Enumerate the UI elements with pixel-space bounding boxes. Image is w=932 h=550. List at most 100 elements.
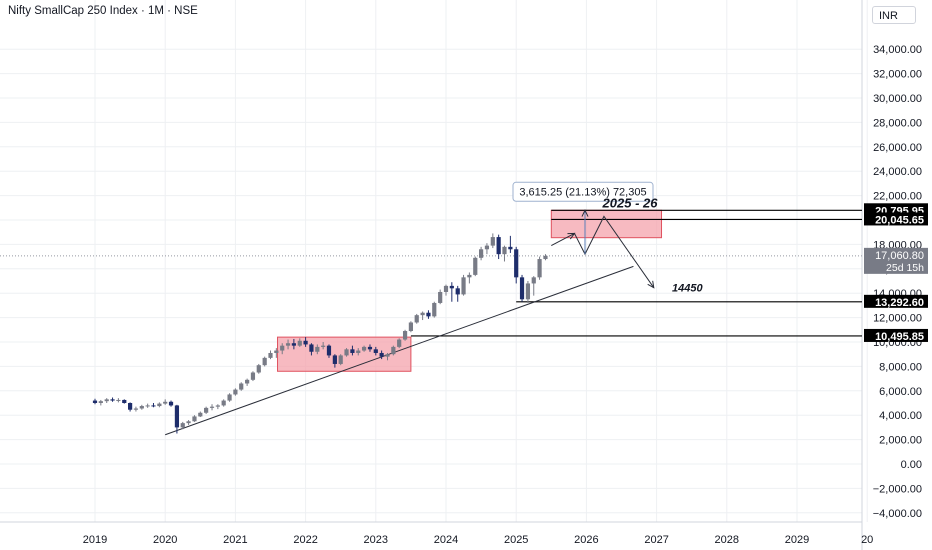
candle-body <box>525 283 531 300</box>
trendline[interactable] <box>165 265 634 436</box>
price-tick-label: 2,000.00 <box>879 435 922 447</box>
time-tick-label: 2025 <box>504 534 528 546</box>
price-tick-label: 8,000.00 <box>879 361 922 373</box>
candle-body <box>250 372 256 380</box>
candle-body <box>139 406 144 409</box>
candle-body <box>303 340 308 345</box>
candle-countdown-label: 25d 15h <box>886 262 924 274</box>
candle-body <box>467 274 472 278</box>
candle-body <box>116 399 121 401</box>
candle-body <box>274 350 279 353</box>
chart-title: Nifty SmallCap 250 Index · 1M · NSE <box>8 5 198 17</box>
time-tick-label: 2027 <box>644 534 668 546</box>
level-price-tag <box>864 328 928 342</box>
candle-body <box>397 339 402 347</box>
candle-body <box>479 249 484 258</box>
candle-body <box>157 403 162 407</box>
candle-body <box>186 421 191 424</box>
candle-body <box>432 302 437 317</box>
candle-body <box>245 379 250 384</box>
candle-body <box>449 285 454 289</box>
time-tick-label: 2022 <box>293 534 317 546</box>
price-tick-label: 22,000.00 <box>873 191 922 203</box>
candle-body <box>367 346 373 350</box>
candle-body <box>402 331 408 340</box>
candle-body <box>496 237 501 255</box>
level-price-tag-label: 10,495.85 <box>875 331 924 343</box>
candle-body <box>122 399 127 403</box>
candle-body <box>133 408 139 410</box>
candle-body <box>490 237 495 246</box>
candle-body <box>502 246 507 255</box>
candle-body <box>391 346 396 355</box>
candle-body <box>98 401 103 403</box>
time-tick-label: 20 <box>861 534 873 546</box>
candle-body <box>227 394 232 401</box>
time-tick-label: 2019 <box>83 534 107 546</box>
price-tick-label: 24,000.00 <box>873 166 922 178</box>
candle-body <box>280 345 285 351</box>
candle-body <box>128 403 133 410</box>
candle-body <box>326 345 332 356</box>
candle-body <box>361 346 367 351</box>
candle-body <box>239 383 244 390</box>
time-tick-label: 2026 <box>574 534 598 546</box>
current-price-tag <box>864 247 928 274</box>
candle-body <box>291 343 296 346</box>
price-tick-label: 34,000.00 <box>873 44 922 56</box>
time-tick-label: 2028 <box>715 534 739 546</box>
candle-body <box>373 349 378 353</box>
candle-body <box>104 399 109 402</box>
candle-body <box>531 277 536 284</box>
candle-body <box>145 405 150 407</box>
candle-body <box>174 405 180 428</box>
candle-body <box>537 259 542 278</box>
candle-body <box>385 354 390 357</box>
candle-body <box>209 406 215 408</box>
candle-body <box>192 416 197 422</box>
price-tick-label: 26,000.00 <box>873 142 922 154</box>
candle-body <box>309 344 314 352</box>
time-tick-label: 2020 <box>153 534 177 546</box>
candle-body <box>426 312 431 317</box>
price-tick-label: −2,000.00 <box>873 483 922 495</box>
candle-body <box>543 255 548 260</box>
zone-rectangle[interactable] <box>277 336 412 372</box>
measure-label: 3,615.25 (21.13%) 72,305 <box>519 186 646 198</box>
candle-body <box>297 340 302 346</box>
candle-body <box>285 343 291 346</box>
candle-body <box>221 400 226 406</box>
candle-body <box>204 407 209 413</box>
time-tick-label: 2023 <box>364 534 388 546</box>
candle-body <box>268 352 273 358</box>
time-tick-label: 2024 <box>434 534 458 546</box>
candle-body <box>163 401 168 404</box>
candle-body <box>215 405 220 407</box>
candle-body <box>262 357 267 366</box>
projection-arrow-head <box>647 280 655 289</box>
candle-body <box>338 355 343 364</box>
price-tick-label: −4,000.00 <box>873 508 922 520</box>
time-tick-label: 2029 <box>785 534 809 546</box>
candle-body <box>350 349 355 353</box>
candle-body <box>461 277 466 295</box>
candle-body <box>508 246 513 250</box>
measure-arrow-head <box>581 209 589 217</box>
projection-arrow-head <box>567 232 576 240</box>
time-tick-label: 2021 <box>223 534 247 546</box>
currency-button[interactable]: INR <box>872 6 916 24</box>
candle-body <box>168 401 174 406</box>
candle-body <box>420 312 425 316</box>
candle-body <box>473 257 478 275</box>
candle-body <box>233 389 238 395</box>
candle-body <box>344 349 349 356</box>
level-price-tag <box>864 212 928 226</box>
candle-body <box>256 365 261 373</box>
annotation-text: 2025 - 26 <box>602 196 659 211</box>
price-tick-label: 0.00 <box>901 459 922 471</box>
candle-body <box>92 400 98 403</box>
candle-body <box>315 346 320 352</box>
measure-label-box <box>512 181 654 202</box>
